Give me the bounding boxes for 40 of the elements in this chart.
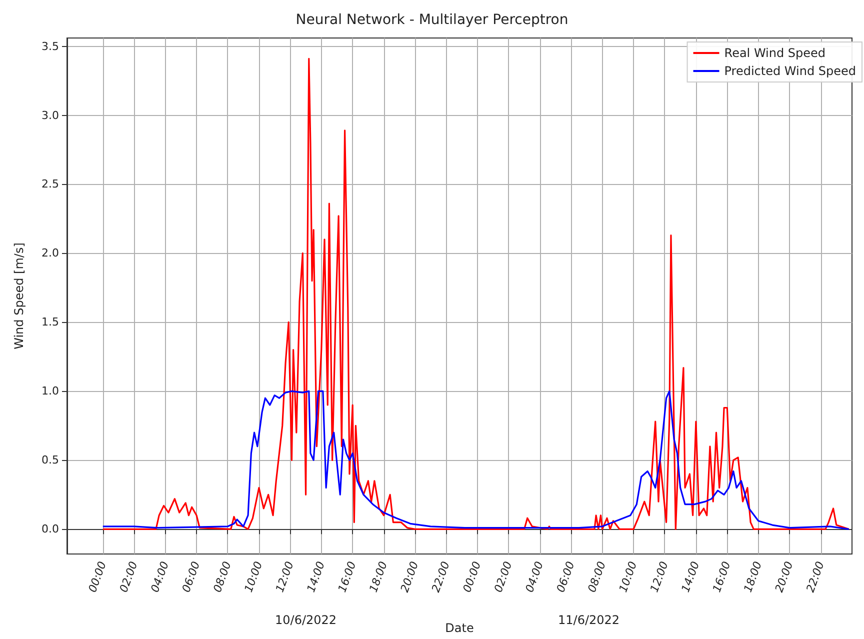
line-series — [102, 390, 850, 530]
y-tick-label: 1.5 — [42, 316, 59, 329]
x-tick-label: 18:00 — [366, 560, 390, 594]
legend-label: Real Wind Speed — [724, 46, 826, 60]
x-tick-label: 16:00 — [336, 560, 359, 594]
x-tick-label: 20:00 — [772, 560, 796, 594]
x-tick-label: 02:00 — [492, 560, 515, 594]
y-tick-label: 1.0 — [42, 384, 59, 398]
x-tick-label: 06:00 — [180, 560, 203, 594]
x-tick-label: 16:00 — [710, 560, 734, 594]
x-tick-label: 10:00 — [616, 560, 640, 594]
text: 10/6/2022 — [275, 613, 337, 627]
x-tick-label: 08:00 — [585, 560, 608, 594]
x-tick-label: 04:00 — [148, 560, 172, 594]
chart-title: Neural Network - Multilayer Perceptron — [296, 12, 568, 28]
x-tick-label: 22:00 — [804, 560, 827, 594]
text: 11/6/2022 — [558, 613, 620, 627]
x-tick-label: 18:00 — [741, 560, 764, 594]
x-tick-label: 08:00 — [210, 560, 234, 594]
x-tick-label: 00:00 — [86, 560, 110, 594]
x-tick-label: 12:00 — [648, 560, 671, 594]
y-axis-title: Wind Speed [m/s] — [12, 242, 26, 350]
x-axis-title: Date — [445, 621, 474, 635]
x-tick-label: 10:00 — [242, 560, 266, 594]
y-tick-label: 3.5 — [42, 40, 59, 53]
x-tick-label: 06:00 — [554, 560, 578, 594]
y-tick-label: 0.0 — [42, 522, 59, 536]
x-tick-label: 04:00 — [522, 560, 546, 594]
x-tick-label: 14:00 — [678, 560, 702, 594]
x-tick-label: 20:00 — [398, 560, 422, 594]
y-tick-label: 3.0 — [42, 108, 59, 122]
x-tick-label: 02:00 — [117, 560, 140, 594]
y-tick-label: 0.5 — [42, 454, 59, 467]
y-tick-label: 2.0 — [42, 246, 59, 260]
x-tick-label: 14:00 — [304, 560, 328, 594]
x-tick-label: 22:00 — [429, 560, 452, 594]
x-tick-label: 12:00 — [273, 560, 296, 594]
y-tick-label: 2.5 — [42, 178, 59, 191]
x-tick-label: 00:00 — [460, 560, 484, 594]
legend-label: Predicted Wind Speed — [724, 64, 856, 78]
